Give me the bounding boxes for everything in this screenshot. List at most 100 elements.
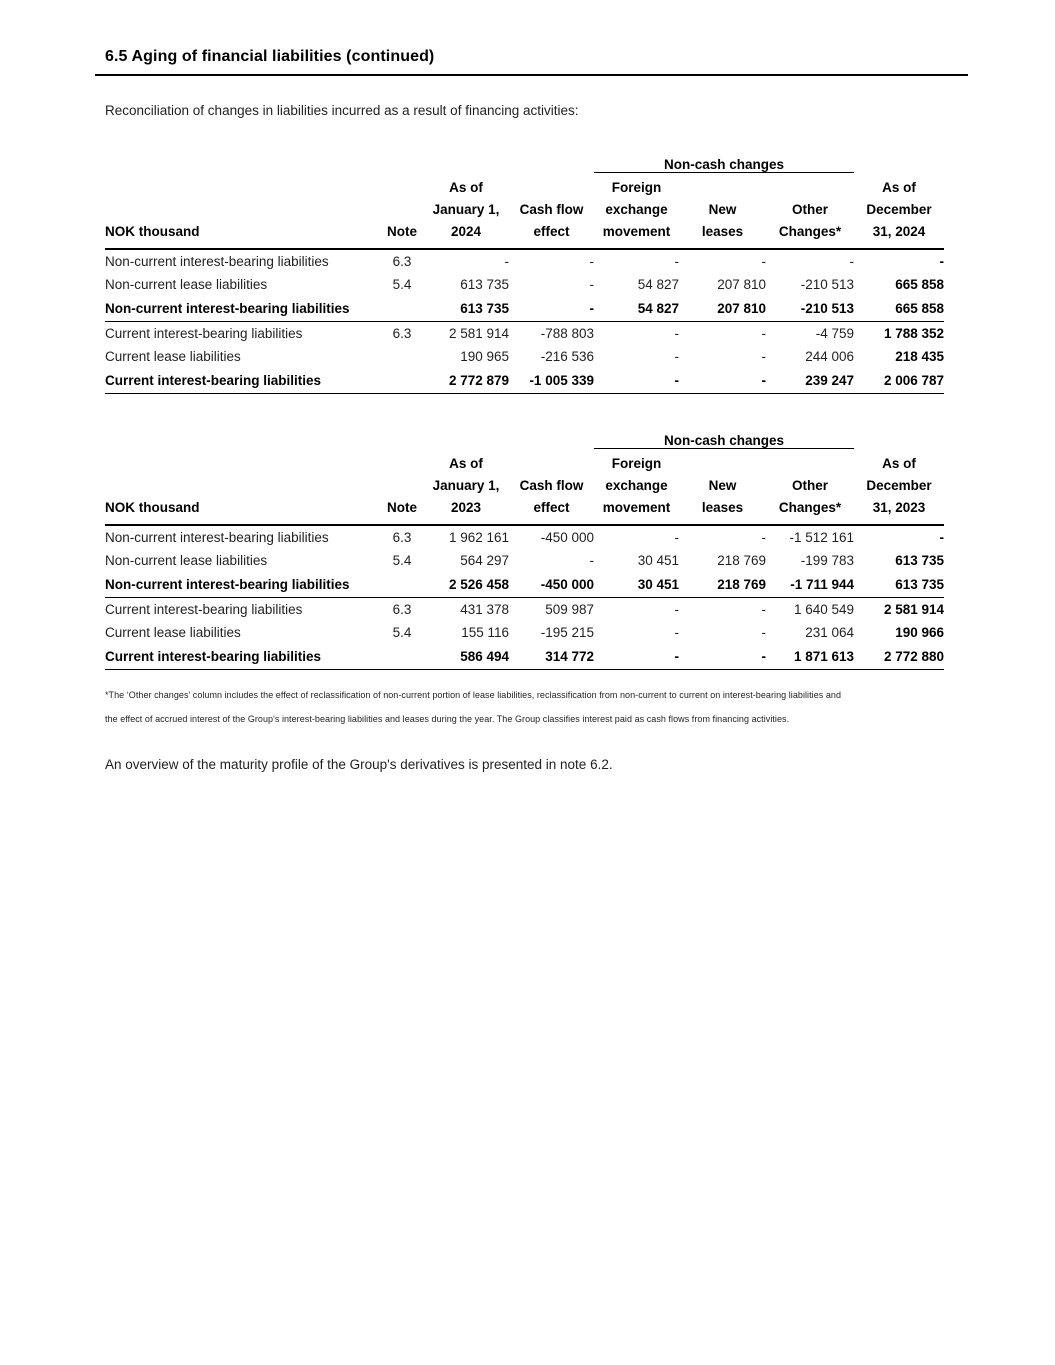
table-row: Non-current interest-bearing liabilities…: [105, 525, 944, 549]
group-header-spacer: [854, 422, 944, 449]
total-row: Current interest-bearing liabilities 2 77…: [105, 368, 945, 394]
table-cell: 431 378: [460, 602, 509, 617]
table-row: Current lease liabilities 5.4 155 116 -195 …: [105, 621, 944, 644]
row-label: Current interest-bearing liabilities: [105, 644, 381, 670]
table-cell: -: [589, 553, 595, 568]
column-header-cell: Cash flow effect: [509, 172, 594, 250]
table-cell: 6.3: [392, 254, 412, 269]
column-header-cell: Foreign exchange movement: [594, 448, 679, 526]
table-cell: [381, 644, 423, 670]
liabilities-reconciliation-table-2023: Non-cash changes NOK thousand Note As of Ja…: [105, 422, 945, 670]
table-cell: -: [761, 530, 767, 545]
table-cell: [381, 296, 423, 322]
row-label: Non-current interest-bearing liabilities: [105, 572, 381, 598]
table-row: Non-current interest-bearing liabilities…: [105, 249, 944, 273]
column-header-cell: New leases: [679, 172, 766, 250]
table-cell: -199 783: [800, 553, 855, 568]
table-cell: 2 006 787: [854, 368, 945, 394]
row-label: Non-current lease liabilities: [105, 277, 268, 292]
table-cell: 54 827: [594, 296, 679, 322]
column-header-cell: As of January 1, 2024: [423, 172, 509, 250]
row-label: Current interest-bearing liabilities: [105, 602, 303, 617]
column-header-cell: Other Changes*: [766, 448, 855, 526]
table-cell: -: [594, 644, 679, 670]
table-cell: 613 735: [854, 572, 945, 598]
table-row: Current interest-bearing liabilities 6.3 4…: [105, 598, 944, 622]
column-header-cell: As of December 31, 2023: [854, 448, 945, 526]
table-cell: -1 512 161: [789, 530, 855, 545]
total-row: Non-current interest-bearing liabilities…: [105, 572, 945, 598]
group-header-spacer: [105, 422, 594, 449]
table-cell: 509 987: [545, 602, 594, 617]
table-cell: -: [939, 530, 945, 545]
table-cell: -210 513: [766, 296, 855, 322]
group-header-row: Non-cash changes: [105, 422, 944, 449]
section-title: 6.5 Aging of financial liabilities (cont…: [95, 48, 968, 76]
column-header-cell: Foreign exchange movement: [594, 172, 679, 250]
table-cell: -: [589, 277, 595, 292]
table-cell: 2 581 914: [883, 602, 945, 617]
table-cell: 1 962 161: [448, 530, 509, 545]
table-cell: -: [679, 644, 766, 670]
intro-text: Reconciliation of changes in liabilities…: [105, 103, 579, 118]
table-cell: -450 000: [540, 530, 594, 545]
table-cell: 30 451: [637, 553, 679, 568]
column-header-row: NOK thousand Note As of January 1, 2023 Cas…: [105, 448, 945, 526]
table-cell: 1 871 613: [766, 644, 855, 670]
table-cell: 2 526 458: [423, 572, 509, 598]
column-header-cell: Note: [381, 172, 423, 250]
table-cell: 190 966: [895, 625, 945, 640]
table-cell: 2 772 880: [854, 644, 945, 670]
table-cell: [381, 572, 423, 598]
table-cell: 244 006: [805, 349, 855, 364]
table-cell: 218 769: [717, 553, 766, 568]
table-cell: 218 769: [679, 572, 766, 598]
column-header-cell: NOK thousand: [105, 172, 381, 250]
table-cell: 665 858: [895, 277, 945, 292]
table-cell: 5.4: [392, 277, 412, 292]
row-label: Current interest-bearing liabilities: [105, 368, 381, 394]
table-row: Non-current lease liabilities 5.4 613 735 -…: [105, 273, 944, 296]
table-cell: -: [761, 349, 767, 364]
table-cell: 5.4: [392, 625, 412, 640]
row-label: Non-current lease liabilities: [105, 553, 268, 568]
row-label: Non-current interest-bearing liabilities: [105, 296, 381, 322]
table-cell: 218 435: [895, 349, 945, 364]
table-cell: -: [761, 326, 767, 341]
row-label: Non-current interest-bearing liabilities: [105, 254, 329, 269]
column-header-cell: Note: [381, 448, 423, 526]
row-label: Current lease liabilities: [105, 349, 241, 364]
table-cell: -: [939, 254, 945, 269]
group-header-row: Non-cash changes: [105, 146, 944, 173]
table-row: Current lease liabilities 190 965 -216 536…: [105, 345, 944, 368]
liabilities-reconciliation-table-2024: Non-cash changes NOK thousand Note As of Ja…: [105, 146, 945, 394]
row-label: Current lease liabilities: [105, 625, 241, 640]
table-cell: 1 640 549: [793, 602, 855, 617]
table-cell: -: [674, 349, 680, 364]
table-cell: -: [849, 254, 855, 269]
table-cell: 30 451: [594, 572, 679, 598]
table-cell: 239 247: [766, 368, 855, 394]
table-cell: 665 858: [854, 296, 945, 322]
table-cell: -: [674, 602, 680, 617]
total-row: Current interest-bearing liabilities 586 …: [105, 644, 945, 670]
table-cell: 613 735: [460, 277, 509, 292]
closing-note: An overview of the maturity profile of t…: [105, 757, 613, 772]
table-cell: -: [761, 254, 767, 269]
column-header-cell: As of January 1, 2023: [423, 448, 509, 526]
table-cell: -: [761, 602, 767, 617]
table-cell: -1 005 339: [509, 368, 594, 394]
column-header-row: NOK thousand Note As of January 1, 2024 Cas…: [105, 172, 945, 250]
table-cell: -: [589, 254, 595, 269]
table-cell: -216 536: [540, 349, 594, 364]
column-header-cell: Other Changes*: [766, 172, 855, 250]
table-cell: 2 581 914: [448, 326, 509, 341]
table-cell: 613 735: [423, 296, 509, 322]
table-cell: -: [761, 625, 767, 640]
table-row: Non-current lease liabilities 5.4 564 297 -…: [105, 549, 944, 572]
table-cell: -210 513: [800, 277, 855, 292]
column-header-cell: Cash flow effect: [509, 448, 594, 526]
total-row: Non-current interest-bearing liabilities…: [105, 296, 945, 322]
table-cell: 2 772 879: [423, 368, 509, 394]
table-cell: [381, 345, 423, 368]
